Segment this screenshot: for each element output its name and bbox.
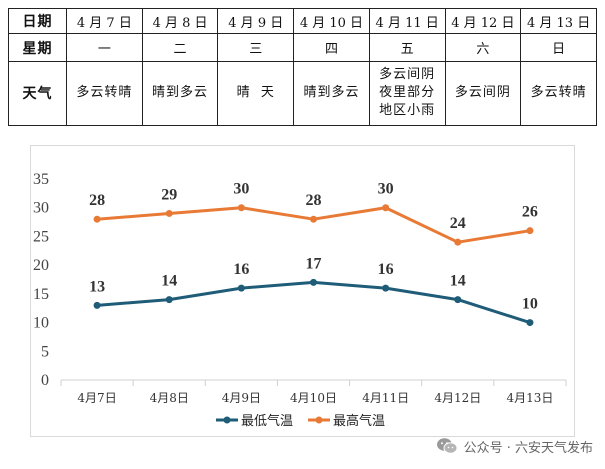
date-cell: 4 月 12 日 [444, 7, 522, 35]
legend-swatch-marker [223, 416, 231, 424]
data-point [454, 238, 462, 246]
watermark: 公众号 · 六安天气发布 [436, 435, 593, 457]
x-tick-label: 4月7日 [77, 391, 116, 405]
weather-cell: 多云转晴 [520, 60, 597, 127]
data-point [237, 204, 245, 212]
data-point [526, 227, 534, 235]
x-tick-label: 4月11日 [362, 391, 409, 405]
weather-line: 多云转晴 [76, 85, 133, 101]
weekday-cell: 六 [444, 33, 522, 62]
data-label: 29 [161, 186, 177, 203]
data-point [93, 301, 101, 309]
weekday-cell: 五 [368, 33, 446, 62]
data-point [237, 284, 245, 292]
y-tick-label: 25 [33, 228, 49, 245]
legend-label: 最低气温 [241, 413, 293, 429]
y-tick-label: 5 [41, 343, 49, 360]
weather-row: 天气 多云转晴 晴到多云 晴 天 晴到多云 多云间阴 夜里部分 地区小雨 多云间… [8, 60, 597, 127]
data-point [310, 278, 317, 286]
date-cell: 4 月 11 日 [368, 7, 446, 35]
data-point [454, 296, 462, 304]
wechat-icon [436, 438, 458, 454]
weather-line: 晴到多云 [303, 85, 360, 101]
weekday-cell: 四 [293, 33, 370, 62]
weather-line: 晴 天 [236, 85, 275, 101]
forecast-table: 日期 4 月 7 日 4 月 8 日 4 月 9 日 4 月 10 日 4 月 … [8, 7, 597, 127]
data-point [382, 284, 390, 292]
chart-svg: 0 5 10 15 20 25 30 35 4月7日 4月8日 4月9日 4月10日 4月11日 4月12… [33, 171, 567, 429]
temperature-chart: 0 5 10 15 20 25 30 35 4月7日 4月8日 4月9日 4月10日 4月11日 4月12… [30, 145, 575, 437]
legend-swatch-marker [315, 416, 323, 424]
x-tick-label: 4月8日 [150, 391, 189, 405]
date-header: 日期 [8, 7, 67, 35]
data-point [93, 215, 101, 223]
y-tick-label: 20 [33, 257, 49, 274]
date-row: 日期 4 月 7 日 4 月 8 日 4 月 9 日 4 月 10 日 4 月 … [8, 7, 597, 35]
data-label: 30 [378, 181, 394, 198]
weather-cell: 多云间阴 夜里部分 地区小雨 [368, 60, 446, 127]
data-label: 17 [306, 255, 322, 272]
y-tick-label: 35 [33, 171, 49, 188]
date-cell: 4 月 10 日 [293, 7, 370, 35]
weather-line: 多云转晴 [530, 85, 587, 101]
data-point [165, 209, 173, 217]
weekday-header: 星期 [8, 33, 67, 62]
weather-header: 天气 [8, 60, 67, 127]
weather-cell: 多云转晴 [66, 60, 143, 127]
data-point [526, 319, 534, 327]
data-label: 26 [522, 204, 538, 221]
date-cell: 4 月 9 日 [217, 7, 295, 35]
weather-cell: 多云间阴 [444, 60, 522, 127]
y-tick-label: 10 [33, 315, 49, 332]
data-point [310, 215, 317, 223]
weekday-cell: 二 [141, 33, 219, 62]
x-tick-label: 4月9日 [222, 391, 261, 405]
weekday-cell: 一 [66, 33, 143, 62]
weather-cell: 晴到多云 [293, 60, 370, 127]
data-label: 24 [450, 215, 466, 232]
x-tick-label: 4月13日 [506, 391, 553, 405]
weather-line: 多云间阴 [454, 85, 511, 101]
data-label: 16 [233, 261, 249, 278]
weekday-cell: 三 [217, 33, 295, 62]
data-label: 28 [306, 192, 322, 209]
weather-line: 晴到多云 [152, 85, 209, 101]
weather-line: 夜里部分 [379, 85, 436, 101]
data-label: 10 [522, 296, 538, 313]
y-tick-label: 30 [33, 200, 49, 217]
date-cell: 4 月 7 日 [66, 7, 143, 35]
data-point [165, 296, 173, 304]
date-cell: 4 月 8 日 [141, 7, 219, 35]
weekday-row: 星期 一 二 三 四 五 六 日 [8, 33, 597, 62]
weather-cell: 晴 天 [217, 60, 295, 127]
x-tick-label: 4月12日 [434, 391, 481, 405]
data-label: 30 [233, 181, 249, 198]
data-label: 13 [89, 278, 105, 295]
legend-label: 最高气温 [333, 413, 385, 429]
weather-cell: 晴到多云 [141, 60, 219, 127]
data-label: 28 [89, 192, 105, 209]
data-label: 14 [450, 273, 466, 290]
watermark-text: 公众号 · 六安天气发布 [463, 440, 593, 456]
date-cell: 4 月 13 日 [520, 7, 597, 35]
data-label: 16 [378, 261, 394, 278]
y-tick-label: 15 [33, 286, 49, 303]
weather-line: 地区小雨 [379, 103, 436, 119]
x-tick-label: 4月10日 [290, 391, 337, 405]
weather-line: 多云间阴 [379, 67, 436, 83]
y-tick-label: 0 [41, 372, 49, 389]
data-point [382, 204, 390, 212]
data-label: 14 [161, 273, 177, 290]
weekday-cell: 日 [520, 33, 597, 62]
